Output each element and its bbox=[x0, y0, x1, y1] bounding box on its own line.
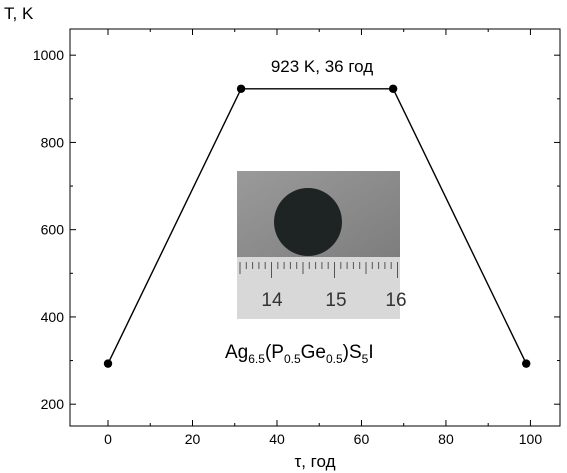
data-point bbox=[522, 359, 531, 368]
x-tick-label: 60 bbox=[354, 431, 370, 447]
y-axis-label: T, K bbox=[4, 4, 34, 23]
formula-ag: Ag bbox=[225, 342, 248, 363]
y-tick-label: 800 bbox=[41, 134, 65, 150]
formula-sub-4: 5 bbox=[362, 352, 369, 366]
ruler-ticks bbox=[239, 262, 398, 278]
series-line bbox=[103, 84, 531, 368]
formula-sub-2: 0.5 bbox=[284, 352, 301, 366]
y-tick-label: 600 bbox=[41, 222, 65, 238]
x-tick-label: 20 bbox=[185, 431, 201, 447]
sample-photo: 14 15 16 bbox=[237, 171, 407, 319]
formula-label: Ag6.5(P0.5Ge0.5)S5I bbox=[225, 342, 374, 366]
ruler-label-16: 16 bbox=[385, 290, 406, 311]
formula-i: I bbox=[368, 342, 373, 363]
y-tick-label: 400 bbox=[41, 309, 65, 325]
x-tick-label: 100 bbox=[519, 431, 543, 447]
data-point bbox=[236, 84, 246, 93]
ticks bbox=[70, 29, 560, 426]
x-axis-label: τ, год bbox=[295, 452, 336, 471]
x-tick-label: 80 bbox=[438, 431, 454, 447]
y-tick-label: 200 bbox=[41, 396, 65, 412]
annotation-text: 923 K, 36 год bbox=[271, 57, 373, 76]
y-tick-label: 1000 bbox=[33, 47, 64, 63]
ruler bbox=[237, 257, 400, 319]
ruler-label-15: 15 bbox=[325, 290, 346, 311]
data-point bbox=[103, 359, 113, 368]
data-point bbox=[388, 84, 398, 93]
ruler-label-14: 14 bbox=[261, 290, 283, 311]
formula-sub-1: 6.5 bbox=[248, 352, 265, 366]
plot-frame bbox=[69, 28, 561, 427]
series-line-path bbox=[107, 88, 527, 364]
formula-sub-3: 0.5 bbox=[326, 352, 343, 366]
x-tick-label: 40 bbox=[269, 431, 285, 447]
formula-s: )S bbox=[343, 342, 362, 363]
formula-ge: Ge bbox=[301, 342, 326, 363]
tick-labels: 0 20 40 60 80 100 200 400 600 800 1000 bbox=[33, 47, 542, 447]
sample-disc bbox=[274, 188, 342, 256]
x-tick-label: 0 bbox=[104, 431, 112, 447]
formula-p: (P bbox=[265, 342, 284, 363]
